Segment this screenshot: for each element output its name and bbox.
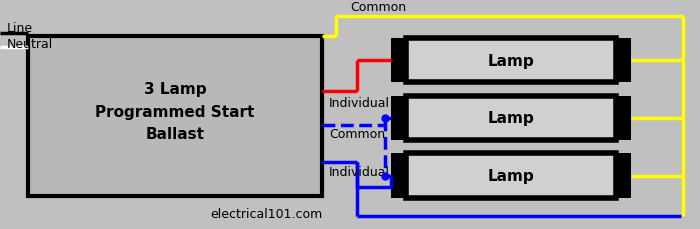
Text: Line: Line — [7, 22, 33, 35]
Text: Neutral: Neutral — [7, 38, 53, 51]
Bar — [391, 39, 406, 83]
Text: Lamp: Lamp — [488, 53, 534, 68]
Text: Common: Common — [329, 127, 385, 140]
Text: Common: Common — [350, 1, 406, 14]
Bar — [406, 96, 616, 140]
Bar — [391, 96, 406, 140]
Bar — [406, 39, 616, 83]
Bar — [28, 36, 322, 196]
Text: Lamp: Lamp — [488, 168, 534, 183]
Text: Individual: Individual — [329, 96, 390, 109]
Bar — [616, 39, 631, 83]
Bar — [616, 154, 631, 198]
Text: electrical101.com: electrical101.com — [210, 207, 322, 220]
Text: 3 Lamp
Programmed Start
Ballast: 3 Lamp Programmed Start Ballast — [95, 82, 255, 141]
Bar — [391, 154, 406, 198]
Text: Individual: Individual — [329, 165, 390, 178]
Bar — [406, 154, 616, 198]
Bar — [616, 96, 631, 140]
Text: Lamp: Lamp — [488, 111, 534, 126]
